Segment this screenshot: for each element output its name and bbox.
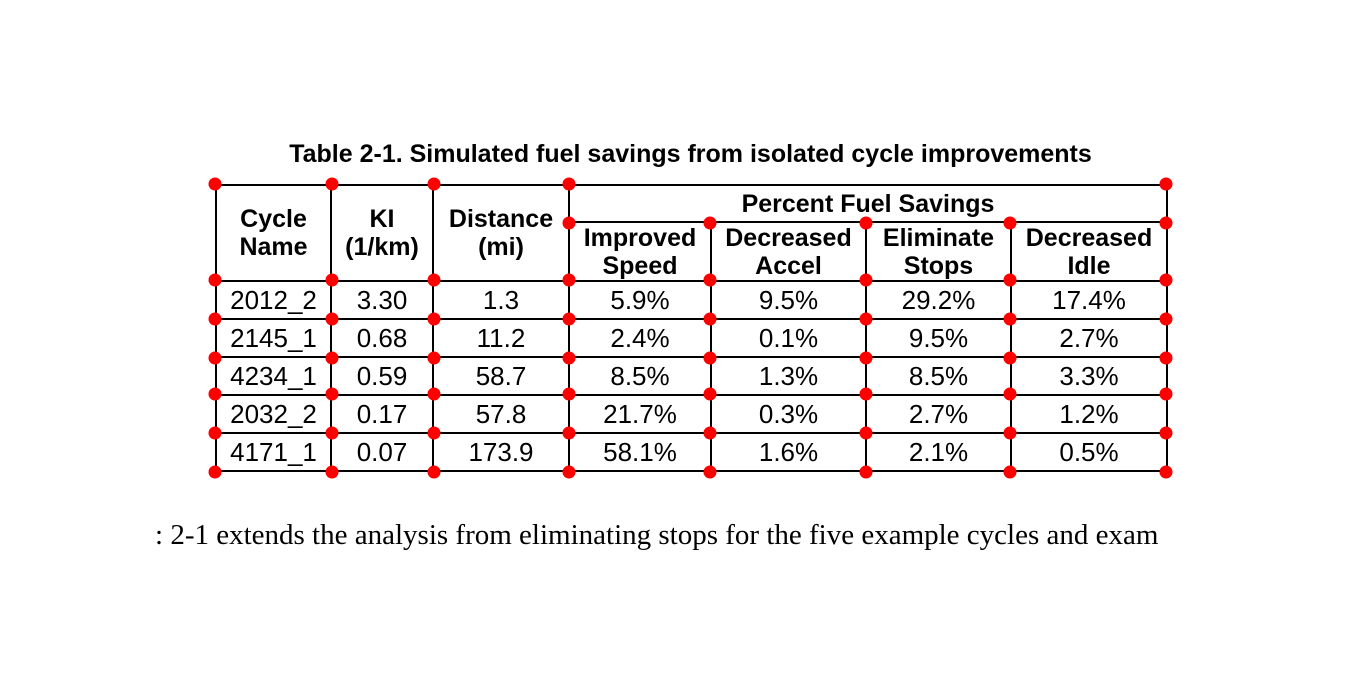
table-cell: 11.2	[432, 318, 570, 358]
table-cell: 5.9%	[568, 280, 712, 320]
table-row: 4171_1 0.07 173.9 58.1% 1.6% 2.1% 0.5%	[215, 432, 1168, 472]
fuel-savings-table-zone: Cycle Name KI (1/km) Distance (mi) Perce…	[208, 177, 1173, 479]
table-cell: 2032_2	[215, 394, 332, 434]
table-caption: Table 2-1. Simulated fuel savings from i…	[289, 140, 1092, 168]
body-text-lead-fragment: :	[155, 519, 164, 551]
table-cell: 1.3%	[710, 356, 867, 396]
table-cell: 3.30	[330, 280, 434, 320]
table-cell: 4171_1	[215, 432, 332, 472]
table-cell: 0.1%	[710, 318, 867, 358]
table-cell: 17.4%	[1010, 280, 1168, 320]
table-row: 2012_2 3.30 1.3 5.9% 9.5% 29.2% 17.4%	[215, 280, 1168, 320]
table-row: 4234_1 0.59 58.7 8.5% 1.3% 8.5% 3.3%	[215, 356, 1168, 396]
table-cell: 9.5%	[865, 318, 1012, 358]
table-cell: 1.6%	[710, 432, 867, 472]
table-cell: 2145_1	[215, 318, 332, 358]
table-body: 2012_2 3.30 1.3 5.9% 9.5% 29.2% 17.4% 2145_1 0.6…	[215, 280, 1168, 472]
table-cell: 2.7%	[1010, 318, 1168, 358]
body-text: : 2-1 extends the analysis from eliminat…	[155, 517, 1158, 553]
col-header-distance: Distance (mi)	[432, 184, 570, 282]
table-cell: 4234_1	[215, 356, 332, 396]
table-cell: 58.7	[432, 356, 570, 396]
table-cell: 58.1%	[568, 432, 712, 472]
table-row: 2032_2 0.17 57.8 21.7% 0.3% 2.7% 1.2%	[215, 394, 1168, 434]
table-cell: 1.3	[432, 280, 570, 320]
table-header-row-sub: Improved Speed Decreased Accel Eliminate…	[216, 221, 1168, 282]
table-cell: 0.68	[330, 318, 434, 358]
table-row: 2145_1 0.68 11.2 2.4% 0.1% 9.5% 2.7%	[215, 318, 1168, 358]
col-header-eliminate-stops: Eliminate Stops	[865, 221, 1012, 282]
table-cell: 0.3%	[710, 394, 867, 434]
table-cell: 2.1%	[865, 432, 1012, 472]
col-header-decreased-accel: Decreased Accel	[710, 221, 867, 282]
table-cell: 29.2%	[865, 280, 1012, 320]
table-cell: 9.5%	[710, 280, 867, 320]
table-cell: 57.8	[432, 394, 570, 434]
table-cell: 0.59	[330, 356, 434, 396]
table-cell: 2.7%	[865, 394, 1012, 434]
table-cell: 0.17	[330, 394, 434, 434]
table-cell: 2012_2	[215, 280, 332, 320]
col-header-ki: KI (1/km)	[330, 184, 434, 282]
table-cell: 1.2%	[1010, 394, 1168, 434]
table-header-row-group: Cycle Name KI (1/km) Distance (mi) Perce…	[215, 184, 1168, 282]
body-text-main: 2-1 extends the analysis from eliminatin…	[170, 519, 1159, 551]
fuel-savings-table: Cycle Name KI (1/km) Distance (mi) Perce…	[215, 184, 1168, 472]
col-header-percent-fuel-savings: Percent Fuel Savings	[568, 184, 1168, 223]
col-header-decreased-idle: Decreased Idle	[1010, 221, 1168, 282]
table-cell: 173.9	[432, 432, 570, 472]
table-cell: 8.5%	[568, 356, 712, 396]
col-header-cycle-name: Cycle Name	[215, 184, 332, 282]
table-cell: 21.7%	[568, 394, 712, 434]
col-header-improved-speed: Improved Speed	[568, 221, 712, 282]
table-cell: 0.07	[330, 432, 434, 472]
table-cell: 3.3%	[1010, 356, 1168, 396]
table-cell: 8.5%	[865, 356, 1012, 396]
table-cell: 0.5%	[1010, 432, 1168, 472]
table-cell: 2.4%	[568, 318, 712, 358]
